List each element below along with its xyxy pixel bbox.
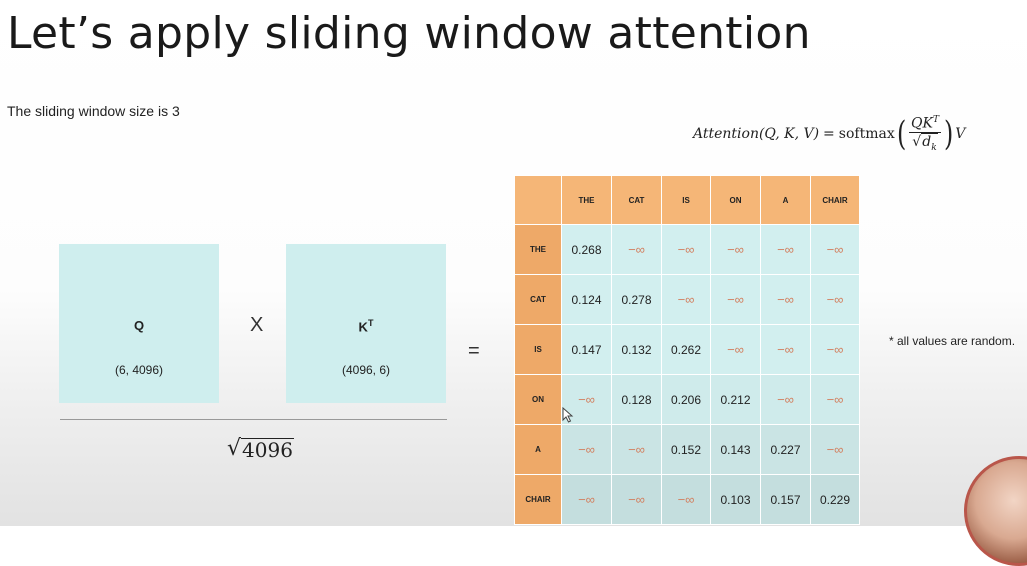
equals-operator: = (468, 340, 480, 362)
table-cell: 0.152 (661, 424, 711, 475)
table-cell: 0.278 (611, 274, 662, 325)
matrix-kt-dims: (4096, 6) (341, 363, 391, 377)
table-row: ON −∞ 0.128 0.206 0.212 −∞ −∞ (514, 374, 860, 425)
row-header: A (514, 424, 562, 475)
table-cell: 0.143 (710, 424, 761, 475)
table-cell: 0.262 (661, 324, 711, 375)
row-header: CAT (514, 274, 562, 325)
table-cell: −∞ (661, 474, 711, 525)
table-cell: −∞ (710, 274, 761, 325)
table-cell: −∞ (661, 224, 711, 275)
row-header: ON (514, 374, 562, 425)
table-cell: 0.157 (760, 474, 811, 525)
formula-left-paren: ( (896, 114, 907, 154)
slide-title: Let’s apply sliding window attention (7, 8, 811, 59)
table-cell: −∞ (611, 424, 662, 475)
table-cell: −∞ (810, 374, 860, 425)
row-header: THE (514, 224, 562, 275)
table-cell: −∞ (760, 224, 811, 275)
table-cell: −∞ (710, 224, 761, 275)
sqrt-value: 4096 (241, 438, 294, 462)
table-cell: 0.268 (561, 224, 612, 275)
formula-equals: = (823, 126, 835, 142)
matrix-kt: KT (4096, 6) (286, 244, 446, 403)
sqrt-radical: √ (227, 436, 242, 461)
table-cell: −∞ (760, 274, 811, 325)
table-cell: −∞ (810, 224, 860, 275)
table-header-row: THE CAT IS ON A CHAIR (514, 175, 860, 225)
column-header: CHAIR (810, 175, 860, 225)
table-cell: −∞ (810, 274, 860, 325)
formula-softmax: softmax (838, 126, 895, 142)
table-row: A −∞ −∞ 0.152 0.143 0.227 −∞ (514, 424, 860, 475)
table-row: THE 0.268 −∞ −∞ −∞ −∞ −∞ (514, 224, 860, 275)
matrix-kt-label: KT (358, 318, 374, 335)
random-values-note: * all values are random. (889, 334, 1016, 348)
table-cell: −∞ (611, 474, 662, 525)
table-cell: 0.227 (760, 424, 811, 475)
table-row: CAT 0.124 0.278 −∞ −∞ −∞ −∞ (514, 274, 860, 325)
column-header: IS (661, 175, 711, 225)
table-cell: 0.132 (611, 324, 662, 375)
table-cell: 0.147 (561, 324, 612, 375)
table-cell: −∞ (710, 324, 761, 375)
matrix-q-label: Q (133, 318, 145, 333)
presenter-avatar (964, 456, 1027, 566)
table-cell: −∞ (561, 424, 612, 475)
multiply-operator: X (250, 314, 264, 336)
formula-lhs: Attention(Q, K, V) (693, 126, 820, 142)
formula-numerator: QKT (909, 114, 941, 134)
table-cell: 0.103 (710, 474, 761, 525)
table-cell: −∞ (760, 324, 811, 375)
table-row: CHAIR −∞ −∞ −∞ 0.103 0.157 0.229 (514, 474, 860, 525)
table-cell: −∞ (810, 324, 860, 375)
table-cell: 0.212 (710, 374, 761, 425)
matrix-q: Q (6, 4096) (59, 244, 219, 403)
slide-subtitle: The sliding window size is 3 (7, 103, 180, 119)
formula-trailing-v: V (955, 126, 966, 142)
table-row: IS 0.147 0.132 0.262 −∞ −∞ −∞ (514, 324, 860, 375)
attention-matrix-table: THE CAT IS ON A CHAIR THE 0.268 −∞ −∞ −∞ −∞ −∞… (514, 175, 860, 525)
column-header: THE (561, 175, 612, 225)
division-line (60, 419, 447, 420)
table-cell: 0.206 (661, 374, 711, 425)
table-cell: 0.229 (810, 474, 860, 525)
row-header: CHAIR (514, 474, 562, 525)
column-header: CAT (611, 175, 662, 225)
row-header: IS (514, 324, 562, 375)
formula-denominator: √dk (912, 133, 938, 154)
table-cell: −∞ (810, 424, 860, 475)
column-header: ON (710, 175, 761, 225)
matrix-q-dims: (6, 4096) (114, 363, 164, 377)
formula-right-paren: ) (943, 114, 954, 154)
table-cell: −∞ (611, 224, 662, 275)
table-corner-cell (514, 175, 562, 225)
table-cell: 0.128 (611, 374, 662, 425)
mouse-pointer-icon (562, 407, 574, 423)
table-cell: −∞ (561, 474, 612, 525)
table-cell: −∞ (661, 274, 711, 325)
divisor-sqrt: √ 4096 (227, 438, 294, 461)
formula-fraction: QKT √dk (909, 115, 941, 153)
column-header: A (760, 175, 811, 225)
table-cell: 0.124 (561, 274, 612, 325)
table-cell: −∞ (760, 374, 811, 425)
attention-formula: Attention(Q, K, V) = softmax ( QKT √dk )… (693, 112, 965, 156)
